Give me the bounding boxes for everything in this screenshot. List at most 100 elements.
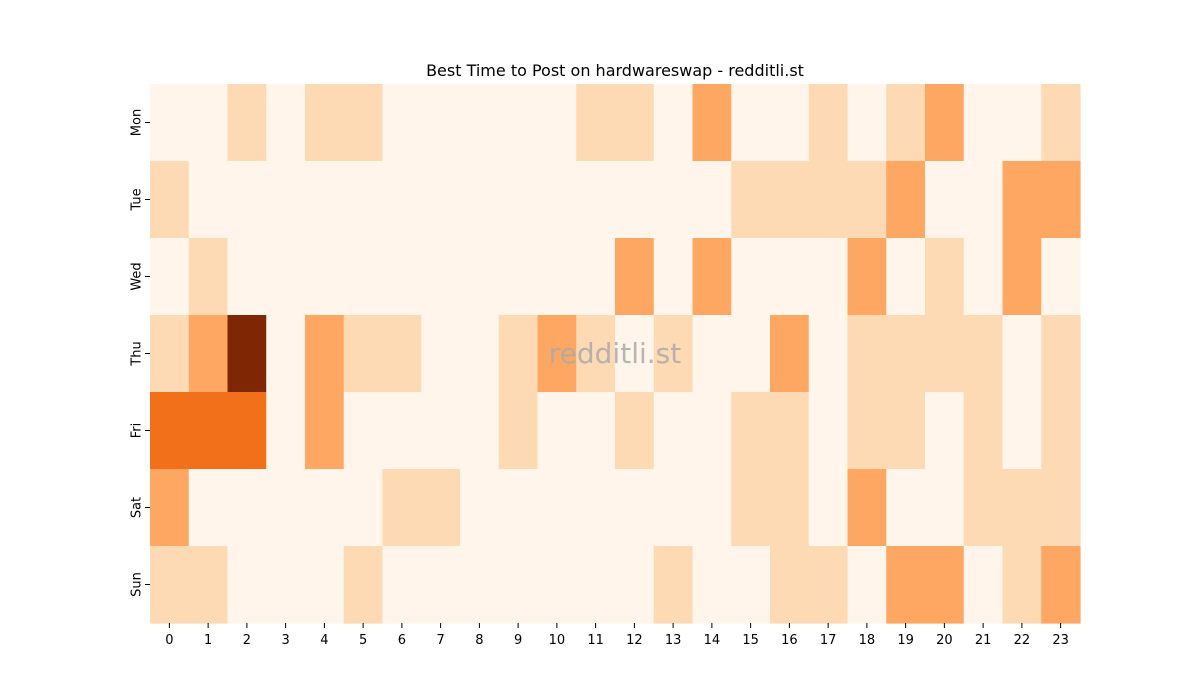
- x-tick-label: 4: [320, 633, 328, 648]
- heatmap-cell: [150, 238, 190, 316]
- y-tick-label: Tue: [130, 188, 145, 211]
- heatmap-cell: [421, 315, 461, 393]
- heatmap-cell: [1002, 84, 1042, 162]
- heatmap-cell: [460, 546, 500, 624]
- heatmap-cell: [886, 238, 926, 316]
- heatmap-cell: [537, 238, 577, 316]
- heatmap-cell: [808, 546, 849, 624]
- x-tick-label: 5: [359, 633, 367, 648]
- heatmap-cell: [150, 392, 190, 470]
- heatmap-cell: [925, 315, 965, 393]
- x-tick-label: 11: [587, 633, 604, 648]
- x-tick-label: 8: [475, 633, 483, 648]
- heatmap-cell: [305, 392, 345, 470]
- heatmap-cell: [343, 238, 384, 316]
- heatmap-cell: [692, 546, 732, 624]
- heatmap-cell: [692, 238, 732, 316]
- heatmap-cell: [576, 392, 616, 470]
- heatmap-cell: [305, 469, 345, 547]
- heatmap-cell: [963, 469, 1004, 547]
- heatmap-cell: [847, 315, 887, 393]
- heatmap-cell: [305, 315, 345, 393]
- heatmap-cell: [770, 84, 810, 162]
- heatmap-cell: [576, 546, 616, 624]
- heatmap-cell: [188, 161, 229, 239]
- heatmap-cell: [305, 238, 345, 316]
- heatmap-cell: [963, 238, 1004, 316]
- heatmap-cell: [498, 161, 539, 239]
- heatmap-cell: [731, 238, 771, 316]
- heatmap-cell: [1041, 546, 1081, 624]
- heatmap-cell: [653, 546, 694, 624]
- heatmap-cell: [1041, 469, 1081, 547]
- heatmap-cell: [731, 546, 771, 624]
- x-tick-label: 20: [936, 633, 953, 648]
- heatmap-cell: [731, 161, 771, 239]
- heatmap-cell: [460, 315, 500, 393]
- heatmap-cell: [227, 84, 267, 162]
- heatmap-cell: [421, 238, 461, 316]
- x-tick-label: 19: [897, 633, 914, 648]
- heatmap-cell: [498, 392, 539, 470]
- heatmap-cell: [460, 238, 500, 316]
- heatmap-cell: [150, 469, 190, 547]
- heatmap-cell: [421, 392, 461, 470]
- heatmap-cell: [343, 84, 384, 162]
- x-tick-label: 13: [665, 633, 682, 648]
- heatmap-cell: [460, 84, 500, 162]
- heatmap-cell: [886, 315, 926, 393]
- heatmap-cell: [692, 315, 732, 393]
- heatmap-cell: [653, 84, 694, 162]
- heatmap-cell: [770, 546, 810, 624]
- heatmap-cell: [343, 315, 384, 393]
- heatmap-cell: [886, 546, 926, 624]
- heatmap-cell: [421, 469, 461, 547]
- heatmap-cell: [305, 84, 345, 162]
- heatmap-cell: [150, 84, 190, 162]
- heatmap-cell: [770, 238, 810, 316]
- heatmap-cell: [150, 315, 190, 393]
- heatmap-cell: [1002, 546, 1042, 624]
- heatmap-cell: [382, 315, 422, 393]
- heatmap-cell: [188, 392, 229, 470]
- heatmap-cell: [653, 469, 694, 547]
- y-tick-label: Wed: [130, 262, 145, 290]
- heatmap-cell: [847, 392, 887, 470]
- heatmap-cell: [886, 392, 926, 470]
- heatmap-cell: [382, 238, 422, 316]
- heatmap-cell: [925, 392, 965, 470]
- heatmap-cell: [188, 315, 229, 393]
- heatmap-cell: [576, 469, 616, 547]
- heatmap-cell: [615, 469, 655, 547]
- heatmap-cell: [808, 315, 849, 393]
- heatmap-cell: [537, 546, 577, 624]
- heatmap-cell: [382, 392, 422, 470]
- x-tick-label: 3: [281, 633, 289, 648]
- y-axis-ticks: Mon Tue Wed Thu Fri Sat Sun: [130, 109, 150, 597]
- heatmap-cell: [227, 161, 267, 239]
- heatmap-cell: [576, 84, 616, 162]
- heatmap-cell: [305, 546, 345, 624]
- x-tick-label: 2: [243, 633, 251, 648]
- heatmap-cell: [847, 546, 887, 624]
- x-tick-label: 9: [514, 633, 522, 648]
- x-tick-label: 1: [204, 633, 212, 648]
- heatmap-cell: [731, 84, 771, 162]
- heatmap-cell: [731, 469, 771, 547]
- heatmap-cell: [498, 238, 539, 316]
- heatmap-cell: [847, 469, 887, 547]
- x-tick-label: 16: [781, 633, 798, 648]
- heatmap-cell: [343, 161, 384, 239]
- heatmap-cell: [537, 392, 577, 470]
- heatmap-cell: [382, 469, 422, 547]
- heatmap-cell: [615, 546, 655, 624]
- x-tick-label: 18: [859, 633, 876, 648]
- heatmap-cell: [343, 546, 384, 624]
- heatmap-cell: [537, 161, 577, 239]
- y-tick-label: Sat: [130, 497, 145, 518]
- heatmap-cell: [266, 161, 306, 239]
- heatmap-cell: [227, 392, 267, 470]
- heatmap-cell: [1041, 238, 1081, 316]
- heatmap-cell: [653, 161, 694, 239]
